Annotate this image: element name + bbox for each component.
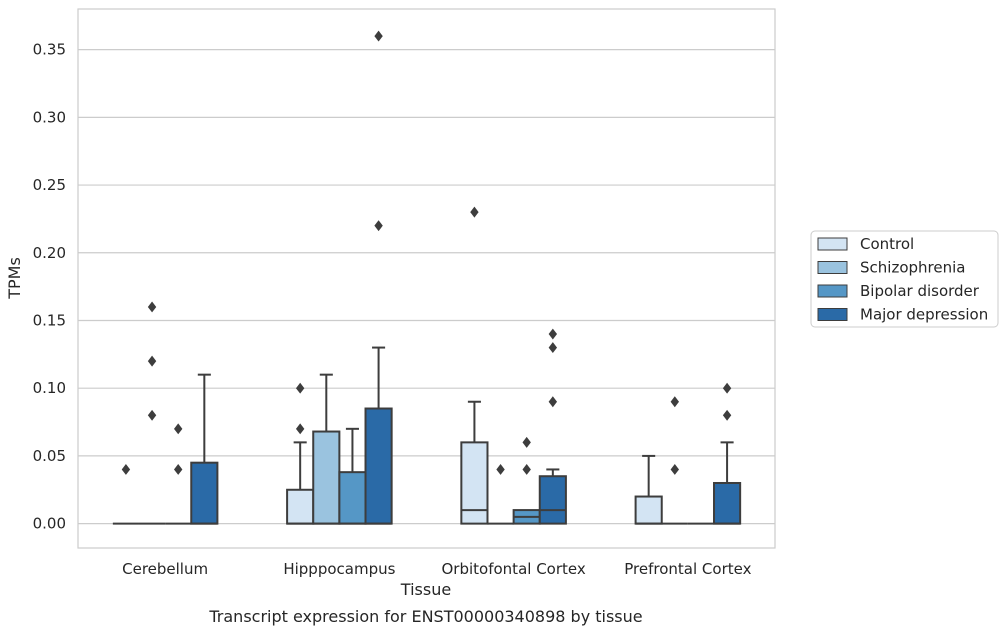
box-group [138,301,166,525]
outlier-point [295,382,305,394]
y-tick-label: 0.05 [33,447,66,465]
x-tick-label: Orbitofontal Cortex [442,560,586,578]
grid-layer [78,49,775,525]
box-group [538,328,567,525]
y-tick-label: 0.35 [33,41,66,59]
y-tick-label: 0.20 [33,244,66,262]
chart-caption: Transcript expression for ENST0000034089… [208,607,642,626]
box [634,495,663,525]
box-group [713,382,742,525]
y-tick-labels: 0.00 0.05 0.10 0.15 0.20 0.25 0.30 0.35 [33,41,66,533]
outlier-point [722,382,732,394]
x-tick-label: Hipppocampus [283,560,395,578]
legend-swatch [817,308,848,321]
y-tick-label: 0.10 [33,379,66,397]
x-tick-labels: Cerebellum Hipppocampus Orbitofontal Corte… [122,560,751,578]
outlier-point [147,301,157,313]
legend-frame [810,230,999,328]
x-tick-label: Cerebellum [122,560,208,578]
legend-items: Control Schizophrenia Bipolar disorder Majo… [817,235,988,324]
box-group [634,454,663,525]
box [364,407,393,525]
box [312,430,341,525]
outlier-point [722,409,732,421]
box [286,488,315,525]
box [713,481,742,525]
outlier-point [121,463,131,475]
outlier-point [295,423,305,435]
box-group [512,436,541,525]
outlier-point [670,463,680,475]
legend-label: Bipolar disorder [860,282,980,300]
y-tick-label: 0.25 [33,176,66,194]
legend: Control Schizophrenia Bipolar disorder Majo… [810,230,999,328]
outlier-point [522,463,531,475]
box-group [190,373,219,525]
outlier-point [548,396,558,408]
box-group [112,463,139,525]
box-group [312,373,341,525]
box-group [286,382,315,525]
outlier-point [147,409,157,421]
legend-label: Major depression [860,306,988,324]
y-tick-label: 0.30 [33,108,66,126]
y-tick-label: 0.15 [33,311,66,329]
box-group [364,30,393,525]
outlier-point [496,463,505,475]
x-axis-label: Tissue [400,580,451,599]
outlier-point [147,355,157,367]
outlier-point [173,423,183,435]
y-axis-label: TPMs [5,257,24,300]
box-group [487,463,514,525]
outlier-point [670,396,680,408]
box-group [165,423,192,525]
box-layer [112,30,742,525]
outlier-point [173,463,183,475]
outlier-point [522,436,531,448]
outlier-point [548,328,558,340]
legend-swatch [817,237,848,251]
legend-label: Schizophrenia [860,259,965,277]
box-group [338,427,367,525]
legend-label: Control [860,235,914,253]
y-tick-label: 0.00 [33,515,66,533]
outlier-point [374,30,383,42]
outlier-point [548,342,558,354]
box-group [460,206,489,525]
box [538,475,567,525]
box-group [661,396,688,525]
box [338,471,367,525]
box [460,441,489,525]
legend-swatch [817,284,848,298]
x-tick-label: Prefrontal Cortex [624,560,751,578]
box [190,461,219,525]
outlier-point [374,220,383,232]
legend-swatch [817,261,848,274]
plot-frame [77,8,776,549]
outlier-point [470,206,479,218]
